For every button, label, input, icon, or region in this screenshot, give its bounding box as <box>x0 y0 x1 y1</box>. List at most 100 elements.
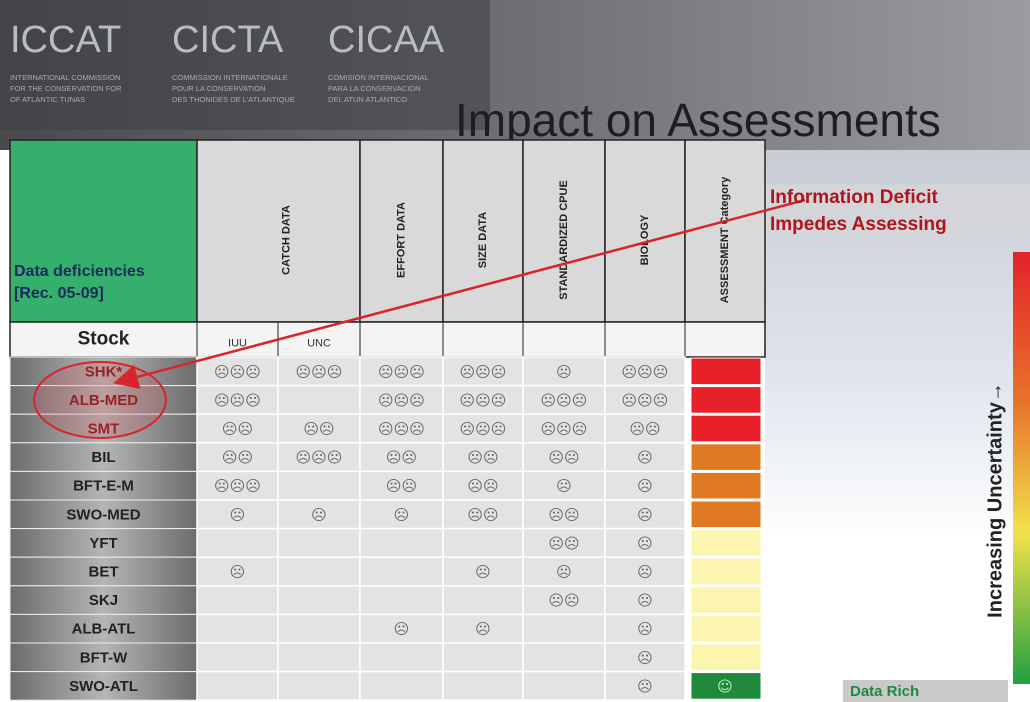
data-cell <box>604 356 686 387</box>
deficiency-symbols: ☹☹☹ <box>378 363 425 381</box>
data-cell <box>277 413 361 444</box>
logo-subtitle: INTERNATIONAL COMMISSION <box>10 73 120 82</box>
corner-label: Data deficiencies <box>14 263 145 280</box>
assessment-cell <box>690 643 762 672</box>
column-header-cell <box>196 139 361 323</box>
data-cell <box>277 470 361 501</box>
slide-title: Impact on Assessments <box>455 94 941 146</box>
deficiency-symbols: ☹☹☹ <box>622 363 669 381</box>
logo-subtitle: OF ATLANTIC TUNAS <box>10 95 85 104</box>
deficiency-symbols: ☹☹☹ <box>460 363 507 381</box>
stock-name: BET <box>89 563 119 580</box>
stock-name: BFT-W <box>80 649 128 666</box>
deficiency-symbols: ☹ <box>475 563 491 581</box>
assessment-cell <box>690 500 762 529</box>
data-cell <box>359 585 444 616</box>
data-cell <box>277 527 361 558</box>
deficiency-symbols: ☹☹☹ <box>296 449 343 467</box>
data-cell <box>196 442 279 473</box>
logo-subtitle: FOR THE CONSERVATION FOR <box>10 84 122 93</box>
logo-name: CICTA <box>172 19 284 61</box>
stock-name: SKJ <box>89 592 118 609</box>
stock-name: SMT <box>88 420 120 437</box>
stock-cell <box>9 585 198 615</box>
data-cell <box>277 613 361 644</box>
uncertainty-label: Increasing Uncertainty→ <box>984 382 1006 618</box>
deficiency-symbols: ☹☹ <box>548 534 579 552</box>
callout-text: Information Deficit <box>770 187 939 208</box>
data-cell <box>277 585 361 616</box>
corner-label: [Rec. 05-09] <box>14 285 104 302</box>
assessment-symbol: ☺ <box>717 677 733 695</box>
deficiency-symbols: ☹☹☹ <box>541 391 588 409</box>
deficiency-symbols: ☹ <box>637 563 653 581</box>
data-cell <box>442 470 524 501</box>
stock-name: SWO-MED <box>66 506 140 523</box>
deficiency-symbols: ☹ <box>637 449 653 467</box>
stock-name: SWO-ATL <box>69 678 138 695</box>
data-cell <box>277 670 361 701</box>
data-cell <box>196 556 279 587</box>
column-header-cell <box>604 139 686 323</box>
data-cell <box>277 499 361 530</box>
deficiency-symbols: ☹☹☹ <box>460 391 507 409</box>
assessment-cell <box>690 443 762 471</box>
data-cell <box>522 499 606 530</box>
data-rich-box <box>843 680 1008 702</box>
data-cell <box>522 670 606 701</box>
data-rich-label: Data Rich <box>850 683 919 700</box>
column-header: CATCH DATA <box>280 205 292 275</box>
data-cell <box>277 384 361 415</box>
data-cell <box>442 670 524 701</box>
data-cell <box>604 642 686 673</box>
data-cell <box>604 413 686 444</box>
logo-name: CICAA <box>328 19 445 61</box>
stock-name: YFT <box>89 535 117 552</box>
deficiency-symbols: ☹ <box>637 477 653 495</box>
deficiency-symbols: ☹ <box>394 620 410 638</box>
data-cell <box>604 585 686 616</box>
column-header: STANDARDIZED CPUE <box>558 180 570 300</box>
stock-cell <box>9 642 198 673</box>
stock-name: ALB-MED <box>69 392 138 409</box>
logo-subtitle: DEL ATUN ATLANTICO <box>328 95 407 104</box>
deficiency-symbols: ☹ <box>637 620 653 638</box>
data-cell <box>442 585 524 616</box>
column-header: SIZE DATA <box>477 212 489 268</box>
deficiency-symbols: ☹☹☹ <box>460 420 507 438</box>
assessment-cell <box>690 357 762 386</box>
logo-subtitle: PARA LA CONSERVACION <box>328 84 421 93</box>
data-cell <box>196 527 279 558</box>
stock-cell <box>9 470 198 501</box>
deficiency-symbols: ☹ <box>394 506 410 524</box>
deficiency-symbols: ☹☹ <box>629 420 660 438</box>
deficiency-symbols: ☹☹ <box>303 420 334 438</box>
assessment-cell <box>690 471 762 500</box>
column-header: EFFORT DATA <box>395 202 407 278</box>
deficiency-symbols: ☹ <box>556 363 572 381</box>
deficiency-symbols: ☹☹☹ <box>378 420 425 438</box>
subcolumn-header: IUU <box>228 337 247 349</box>
logo-subtitle: DES THONIDES DE L'ATLANTIQUE <box>172 95 295 104</box>
deficiency-symbols: ☹☹ <box>222 449 253 467</box>
stock-header-cell <box>9 321 766 358</box>
deficiency-symbols: ☹☹ <box>386 477 417 495</box>
data-cell <box>604 613 686 644</box>
column-header: ASSESSMENT Category <box>719 176 731 303</box>
data-cell <box>604 670 686 701</box>
callout-text: Impedes Assessing <box>770 214 947 235</box>
data-cell <box>359 527 444 558</box>
data-cell <box>442 442 524 473</box>
table: Data deficiencies [Rec. 05-09] CATCH DATA E… <box>9 139 766 701</box>
data-cell <box>359 613 444 644</box>
stock-header: Stock <box>78 329 130 350</box>
overlay: Information Deficit Impedes Assessing Incr… <box>33 187 1030 702</box>
data-cell <box>196 670 279 701</box>
deficiency-symbols: ☹☹☹ <box>214 391 261 409</box>
data-cell <box>277 556 361 587</box>
callout-band <box>765 185 1030 235</box>
logo-name: ICCAT <box>10 19 121 61</box>
data-cell <box>359 642 444 673</box>
stock-name: BIL <box>91 449 115 466</box>
